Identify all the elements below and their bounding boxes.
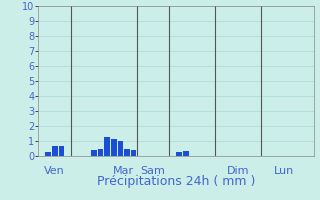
Bar bbox=[117, 141, 123, 156]
Text: Ven: Ven bbox=[44, 166, 65, 177]
Bar bbox=[104, 137, 110, 156]
Bar bbox=[45, 152, 51, 156]
Text: Lun: Lun bbox=[274, 166, 294, 177]
X-axis label: Précipitations 24h ( mm ): Précipitations 24h ( mm ) bbox=[97, 175, 255, 188]
Bar bbox=[124, 148, 130, 156]
Text: Sam: Sam bbox=[140, 166, 165, 177]
Bar bbox=[131, 150, 136, 156]
Bar bbox=[177, 152, 182, 156]
Text: Dim: Dim bbox=[227, 166, 250, 177]
Bar bbox=[59, 146, 64, 156]
Bar bbox=[52, 146, 58, 156]
Bar bbox=[183, 151, 188, 156]
Text: Mar: Mar bbox=[113, 166, 134, 177]
Bar bbox=[91, 150, 97, 156]
Bar bbox=[98, 149, 103, 156]
Bar bbox=[111, 139, 116, 156]
